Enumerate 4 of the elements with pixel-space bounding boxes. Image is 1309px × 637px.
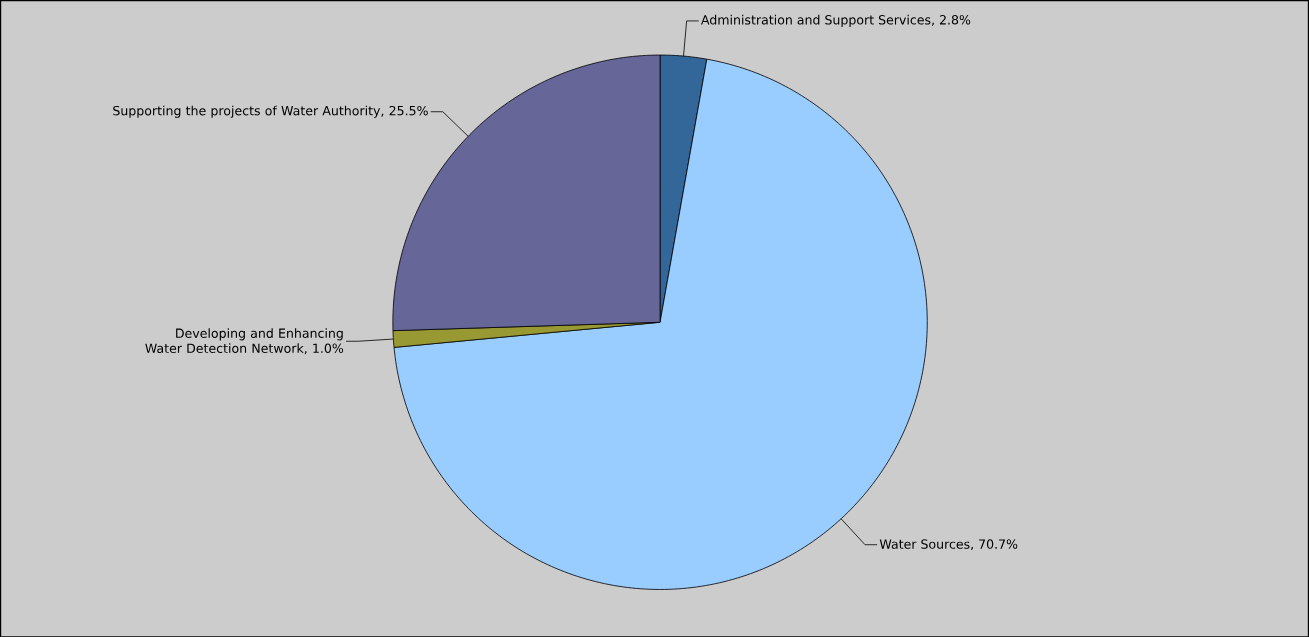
slice-label: Administration and Support Services, 2.8% (701, 14, 971, 27)
slice-label: Water Sources, 70.7% (879, 539, 1018, 550)
slice-label: Developing and Enhancing Water Detection Network, 1.0% (145, 327, 344, 355)
slice-label: Supporting the projects of Water Authority, 25.5% (113, 105, 428, 118)
